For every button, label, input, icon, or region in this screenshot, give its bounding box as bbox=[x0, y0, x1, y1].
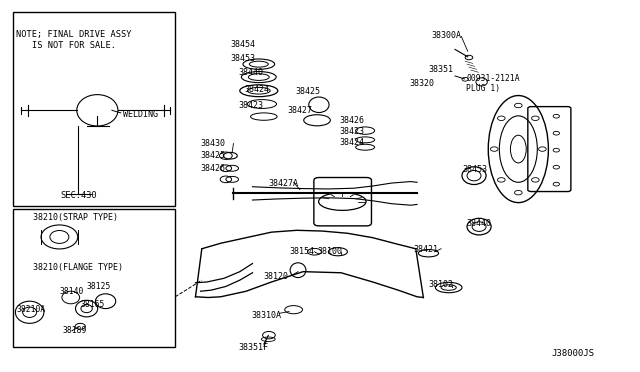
Text: 38423: 38423 bbox=[239, 101, 264, 110]
Text: 38424: 38424 bbox=[245, 85, 270, 94]
Text: 38421: 38421 bbox=[414, 245, 439, 254]
Bar bbox=[13, 12, 175, 206]
Text: J38000JS: J38000JS bbox=[551, 350, 595, 359]
Text: 38440: 38440 bbox=[467, 219, 492, 228]
Text: 38454: 38454 bbox=[230, 41, 255, 49]
Text: 38351F: 38351F bbox=[239, 343, 269, 352]
Text: SEC.430: SEC.430 bbox=[60, 191, 97, 200]
Text: 38427A: 38427A bbox=[268, 179, 298, 187]
Text: 38210A: 38210A bbox=[17, 305, 46, 314]
Text: 38426: 38426 bbox=[340, 116, 365, 125]
Text: WELDING: WELDING bbox=[123, 109, 157, 119]
Text: 38425: 38425 bbox=[296, 87, 321, 96]
Text: 38210(STRAP TYPE): 38210(STRAP TYPE) bbox=[33, 213, 118, 222]
Text: 38424: 38424 bbox=[340, 138, 365, 147]
Text: 38351: 38351 bbox=[428, 65, 454, 74]
Text: 38430: 38430 bbox=[200, 139, 225, 148]
Text: 38100: 38100 bbox=[317, 247, 342, 256]
Text: 38300A: 38300A bbox=[431, 31, 461, 40]
Text: 38102: 38102 bbox=[428, 280, 454, 289]
Text: 38189: 38189 bbox=[63, 326, 87, 335]
Text: 38165: 38165 bbox=[80, 300, 105, 309]
Text: 38427: 38427 bbox=[287, 106, 312, 115]
Text: 00931-2121A
PLUG 1): 00931-2121A PLUG 1) bbox=[467, 74, 520, 93]
Text: 38425: 38425 bbox=[200, 151, 225, 160]
Text: 38423: 38423 bbox=[340, 127, 365, 136]
Text: 38453: 38453 bbox=[230, 54, 255, 63]
Text: 38125: 38125 bbox=[86, 282, 111, 291]
Text: 38140: 38140 bbox=[60, 287, 84, 296]
Text: 38426: 38426 bbox=[200, 164, 225, 173]
Text: 38310A: 38310A bbox=[251, 311, 281, 320]
Text: 38120: 38120 bbox=[264, 272, 289, 281]
Bar bbox=[13, 209, 175, 347]
Text: 38320: 38320 bbox=[410, 79, 435, 88]
Text: 38210(FLANGE TYPE): 38210(FLANGE TYPE) bbox=[33, 263, 123, 272]
Text: 38154: 38154 bbox=[289, 247, 314, 256]
Text: NOTE; FINAL DRIVE ASSY
IS NOT FOR SALE.: NOTE; FINAL DRIVE ASSY IS NOT FOR SALE. bbox=[16, 31, 132, 50]
Text: 38440: 38440 bbox=[239, 68, 264, 77]
Text: 38453: 38453 bbox=[463, 165, 488, 174]
